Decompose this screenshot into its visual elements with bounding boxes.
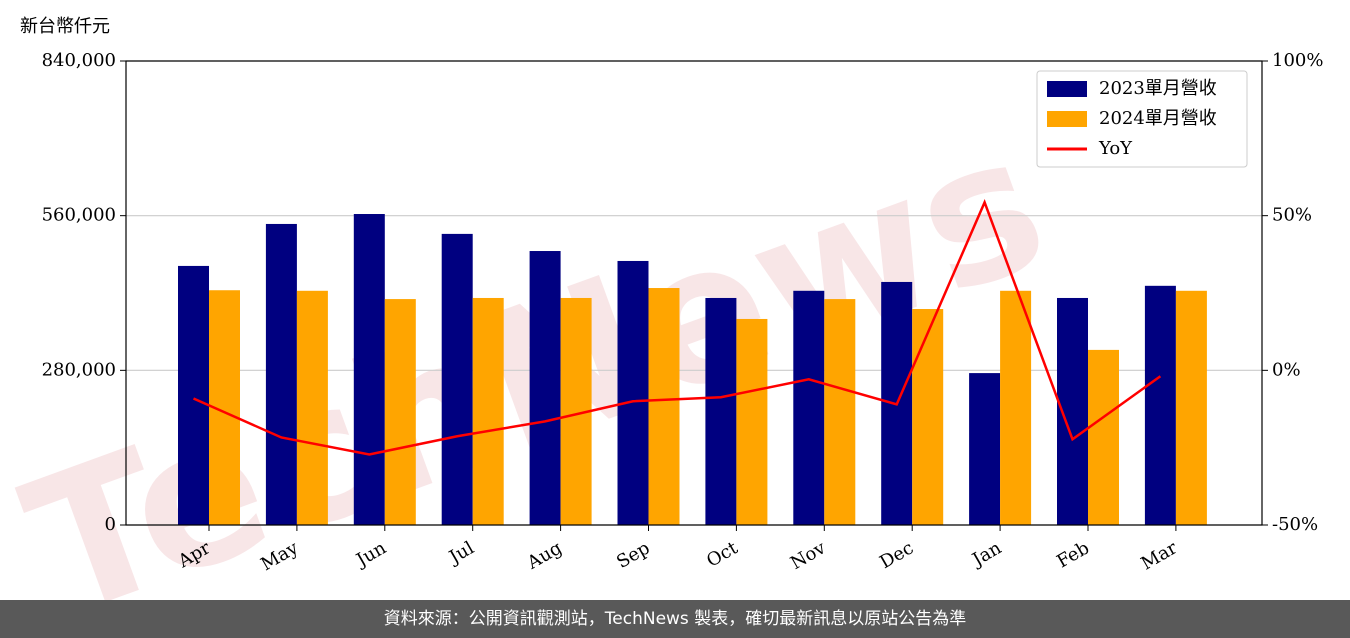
x-tick-label: Dec [876, 537, 917, 573]
y-tick-label: 280,000 [42, 359, 116, 380]
legend-swatch [1047, 81, 1087, 97]
bar [969, 373, 1001, 525]
y2-tick-label: 0% [1272, 359, 1301, 380]
legend-box [1036, 70, 1248, 168]
bar [705, 297, 737, 525]
y2-tick-label: 50% [1272, 205, 1312, 226]
x-tick-label: Nov [787, 537, 830, 574]
x-tick-label: Jan [967, 537, 1005, 571]
x-tick-label: Aug [523, 537, 566, 574]
y-axis-label: 新台幣仟元 [20, 16, 110, 37]
plot-frame [125, 60, 1263, 526]
bar [1088, 349, 1119, 525]
bar [178, 265, 209, 525]
bar [296, 290, 328, 525]
footer: 資料來源：公開資訊觀測站，TechNews 製表，確切最新訊息以原站公告為準 [0, 600, 1350, 638]
y-tick-label: 0 [105, 514, 116, 535]
bar [648, 288, 680, 525]
chart: TechNews 新台幣仟元 0280,000560,000840,000-50… [1, 16, 1323, 638]
bar [529, 251, 561, 525]
x-tick-label: Mar [1138, 537, 1182, 574]
y2-tick-label: 100% [1272, 50, 1323, 71]
legend-label: 2024單月營收 [1099, 108, 1217, 129]
bar [1000, 290, 1032, 525]
bar [1175, 290, 1207, 525]
x-tick-label: Feb [1053, 537, 1093, 572]
bar [384, 299, 416, 525]
legend-label: 2023單月營收 [1099, 78, 1217, 99]
x-tick-label: Jul [444, 537, 478, 569]
x-tick-label: Sep [613, 537, 653, 572]
legend-label: YoY [1098, 138, 1133, 159]
bar [353, 214, 385, 525]
x-tick-label: Oct [703, 537, 742, 572]
bar [441, 233, 473, 525]
bar [617, 260, 649, 525]
legend-swatch [1047, 111, 1087, 127]
bar [472, 297, 504, 525]
bar [912, 309, 944, 525]
y-tick-label: 560,000 [42, 205, 116, 226]
bar [1144, 285, 1176, 525]
bar [824, 299, 856, 525]
y-tick-label: 840,000 [42, 50, 116, 71]
bar [265, 223, 297, 525]
bar [793, 290, 825, 525]
y2-tick-label: -50% [1272, 514, 1318, 535]
yoy-line [192, 199, 1162, 456]
bar [736, 318, 768, 525]
